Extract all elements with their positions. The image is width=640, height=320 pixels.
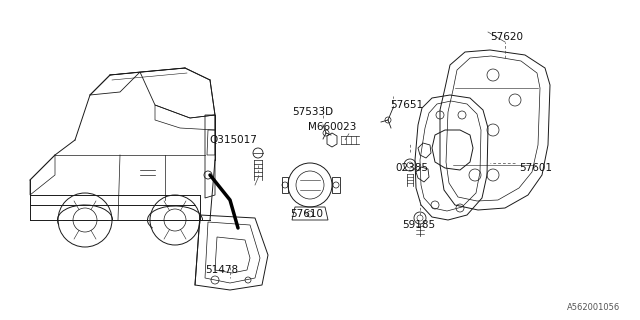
Text: 57533D: 57533D (292, 107, 333, 117)
Text: 57651: 57651 (390, 100, 423, 110)
Text: M660023: M660023 (308, 122, 356, 132)
Text: Q315017: Q315017 (209, 135, 257, 145)
Text: A562001056: A562001056 (567, 303, 620, 312)
Text: 51478: 51478 (205, 265, 238, 275)
Text: 57601: 57601 (519, 163, 552, 173)
Text: 02385: 02385 (395, 163, 428, 173)
Text: 57610: 57610 (290, 209, 323, 219)
Text: 59185: 59185 (402, 220, 435, 230)
Text: 57620: 57620 (490, 32, 523, 42)
